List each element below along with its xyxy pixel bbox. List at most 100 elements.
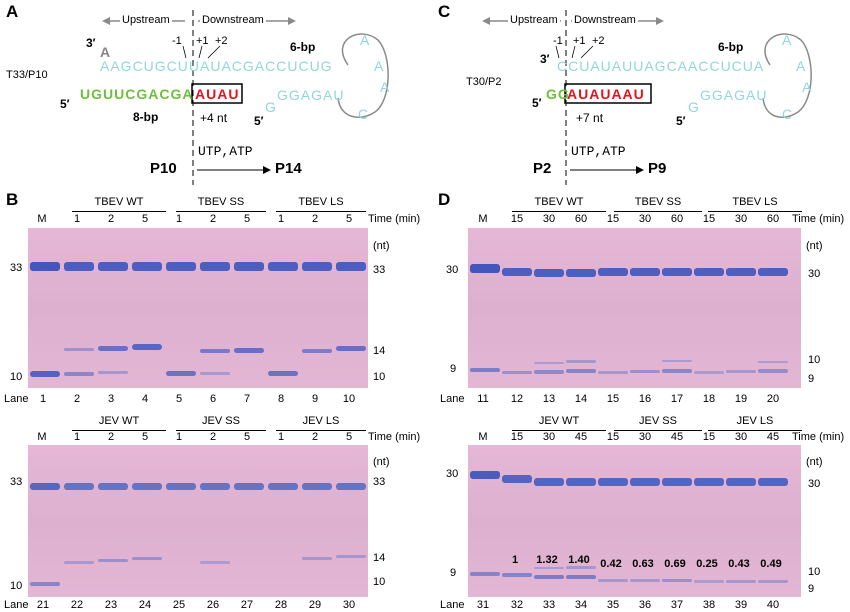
group-tbev-ls-d: TBEV LS (708, 196, 802, 212)
band-b-4-33 (132, 262, 162, 271)
band-b-7-14 (234, 348, 264, 353)
time-b5: 2 (209, 213, 217, 225)
hairpin-seq-c: GGAGAU (700, 87, 768, 103)
band-d-13-10 (534, 362, 564, 364)
panel-label-a: A (6, 2, 19, 21)
band-b-m-10 (30, 371, 60, 377)
five-prime-left-c: 5′ (532, 96, 542, 110)
lane-14: 14 (574, 393, 588, 405)
ratio-lane-38: 0.25 (696, 558, 718, 570)
lane-11: 11 (477, 393, 489, 405)
band-db-36-9 (630, 579, 660, 582)
band-bb-25-33 (166, 483, 196, 490)
tick-left-30-d-bottom: 30 (446, 468, 459, 480)
template-seq-a: AAGCUGCUUAUACGACCUCUG (100, 58, 333, 74)
lane-15: 15 (606, 393, 620, 405)
time-label-d-top: Time (min) (792, 213, 845, 225)
tick-right-9-d-top: 9 (808, 373, 815, 385)
band-bb-23-14 (98, 559, 128, 562)
band-db-33-30 (534, 478, 564, 486)
lane-label-d-top: Lane (440, 393, 465, 405)
time-bb8: 2 (311, 431, 319, 443)
pos-minus1-a: -1 (172, 35, 182, 47)
band-bb-24-14 (132, 557, 162, 560)
loop-a2-c: A (796, 58, 807, 74)
band-db-35-9 (598, 579, 628, 582)
lane-5: 5 (175, 393, 183, 405)
lane-27: 27 (240, 599, 254, 611)
time-db6: 45 (670, 431, 684, 443)
tick-right-10-b-bottom: 10 (373, 576, 386, 588)
band-db-37-9 (662, 579, 692, 582)
lane-17: 17 (670, 393, 684, 405)
loop-a3: A (380, 79, 391, 95)
band-b-8-10 (268, 371, 298, 376)
lane-38: 38 (702, 599, 716, 611)
band-d-20-10 (758, 361, 788, 363)
band-d-12-30 (502, 268, 532, 276)
time-db9: 45 (766, 431, 780, 443)
group-jev-ss-b: JEV SS (176, 415, 266, 431)
nt-label-d-top: (nt) (806, 240, 823, 252)
lane-label-b-bottom: Lane (4, 599, 29, 611)
lane-6: 6 (209, 393, 217, 405)
pos-plus1-c: +1 (573, 35, 586, 47)
loop-c-c: C (782, 106, 794, 122)
tick-right-14-b-top: 14 (373, 345, 386, 357)
band-db-36-30 (630, 478, 660, 486)
time-d8: 30 (734, 213, 748, 225)
time-db4: 15 (606, 431, 620, 443)
time-bb2: 2 (107, 431, 115, 443)
lane-label-b-top: Lane (4, 393, 29, 405)
band-bb-24-33 (132, 483, 162, 490)
band-db-33-10 (534, 567, 564, 569)
gel-b-bottom (28, 445, 368, 597)
band-d-19-9 (726, 370, 756, 373)
band-b-7-33 (234, 262, 264, 271)
band-d-20-9 (758, 369, 788, 373)
band-b-6-33 (200, 262, 230, 271)
band-b-8-33 (268, 262, 298, 271)
group-jev-ss-d: JEV SS (614, 415, 702, 431)
band-b-6-10 (200, 372, 230, 375)
lane-13: 13 (542, 393, 556, 405)
lane-3: 3 (107, 393, 115, 405)
lane-22: 22 (70, 599, 84, 611)
time-d3: 60 (574, 213, 588, 225)
group-tbev-wt-d: TBEV WT (512, 196, 606, 212)
band-bb-m-10 (30, 582, 60, 586)
tick-right-10-b-top: 10 (373, 371, 386, 383)
time-b7: 1 (277, 213, 285, 225)
hairpin-seq-a: GGAGAU (277, 87, 345, 103)
band-bb-30-14 (336, 555, 366, 558)
band-b-3-14 (98, 346, 128, 351)
ratio-lane-36: 0.63 (632, 558, 654, 570)
upstream-label-c: Upstream (508, 14, 560, 26)
time-db2: 30 (542, 431, 556, 443)
group-jev-ls-b: JEV LS (276, 415, 366, 431)
band-db-34-10 (566, 566, 596, 569)
lane-18: 18 (702, 393, 716, 405)
added-nt-c: +7 nt (576, 111, 604, 125)
lane-40: 40 (766, 599, 780, 611)
marker-label-b-top: M (37, 213, 47, 225)
band-db-40-9 (758, 580, 788, 583)
band-d-12-9 (502, 371, 532, 374)
tick-right-33-b-bottom: 33 (373, 476, 386, 488)
time-db5: 30 (638, 431, 652, 443)
upstream-label-a: Upstream (120, 14, 172, 26)
band-d-m-30 (470, 264, 500, 273)
group-jev-wt-d: JEV WT (512, 415, 606, 431)
tick-left-30-d-top: 30 (446, 264, 459, 276)
time-db8: 30 (734, 431, 748, 443)
band-db-39-9 (726, 580, 756, 583)
time-db3: 45 (574, 431, 588, 443)
loop-a1: A (360, 32, 371, 48)
tick-right-14-b-bottom: 14 (373, 552, 386, 564)
time-b4: 1 (175, 213, 183, 225)
band-d-14-30 (566, 269, 596, 277)
lane-34: 34 (574, 599, 588, 611)
marker-label-d-bottom: M (478, 431, 488, 443)
band-bb-26-14 (200, 561, 230, 564)
time-b8: 2 (311, 213, 319, 225)
